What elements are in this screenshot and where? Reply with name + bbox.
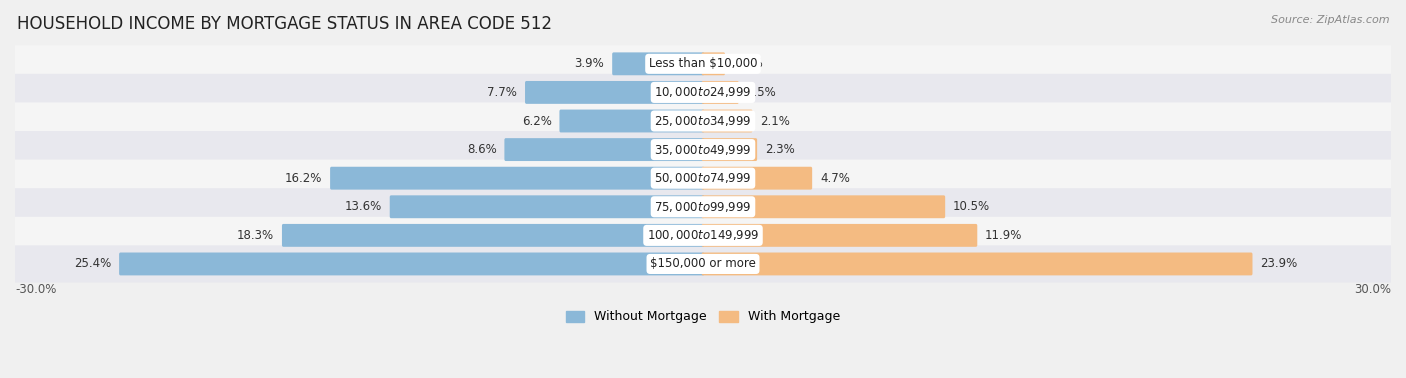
FancyBboxPatch shape	[0, 217, 1406, 254]
FancyBboxPatch shape	[389, 195, 704, 218]
FancyBboxPatch shape	[0, 74, 1406, 111]
Text: 2.1%: 2.1%	[761, 115, 790, 127]
Legend: Without Mortgage, With Mortgage: Without Mortgage, With Mortgage	[561, 305, 845, 328]
Text: $150,000 or more: $150,000 or more	[650, 257, 756, 270]
FancyBboxPatch shape	[0, 131, 1406, 168]
Text: Source: ZipAtlas.com: Source: ZipAtlas.com	[1271, 15, 1389, 25]
Text: 30.0%: 30.0%	[1354, 284, 1391, 296]
Text: $75,000 to $99,999: $75,000 to $99,999	[654, 200, 752, 214]
FancyBboxPatch shape	[0, 160, 1406, 197]
Text: 16.2%: 16.2%	[285, 172, 322, 185]
Text: 2.3%: 2.3%	[765, 143, 794, 156]
FancyBboxPatch shape	[702, 81, 738, 104]
FancyBboxPatch shape	[0, 102, 1406, 139]
Text: 18.3%: 18.3%	[238, 229, 274, 242]
Text: 1.5%: 1.5%	[747, 86, 776, 99]
FancyBboxPatch shape	[702, 53, 725, 75]
FancyBboxPatch shape	[702, 253, 1253, 276]
Text: $100,000 to $149,999: $100,000 to $149,999	[647, 228, 759, 242]
FancyBboxPatch shape	[283, 224, 704, 247]
FancyBboxPatch shape	[0, 245, 1406, 282]
FancyBboxPatch shape	[702, 138, 756, 161]
Text: 8.6%: 8.6%	[467, 143, 496, 156]
FancyBboxPatch shape	[505, 138, 704, 161]
Text: $25,000 to $34,999: $25,000 to $34,999	[654, 114, 752, 128]
FancyBboxPatch shape	[560, 110, 704, 132]
FancyBboxPatch shape	[524, 81, 704, 104]
FancyBboxPatch shape	[702, 224, 977, 247]
FancyBboxPatch shape	[702, 110, 752, 132]
FancyBboxPatch shape	[612, 53, 704, 75]
Text: 6.2%: 6.2%	[522, 115, 551, 127]
FancyBboxPatch shape	[330, 167, 704, 190]
Text: 7.7%: 7.7%	[488, 86, 517, 99]
Text: 13.6%: 13.6%	[344, 200, 382, 213]
Text: 11.9%: 11.9%	[986, 229, 1022, 242]
Text: 0.9%: 0.9%	[733, 57, 762, 70]
Text: 4.7%: 4.7%	[820, 172, 849, 185]
Text: 3.9%: 3.9%	[575, 57, 605, 70]
Text: Less than $10,000: Less than $10,000	[648, 57, 758, 70]
FancyBboxPatch shape	[702, 195, 945, 218]
Text: -30.0%: -30.0%	[15, 284, 56, 296]
Text: $10,000 to $24,999: $10,000 to $24,999	[654, 85, 752, 99]
FancyBboxPatch shape	[702, 167, 813, 190]
Text: $50,000 to $74,999: $50,000 to $74,999	[654, 171, 752, 185]
FancyBboxPatch shape	[0, 45, 1406, 82]
FancyBboxPatch shape	[120, 253, 704, 276]
Text: 25.4%: 25.4%	[75, 257, 111, 270]
Text: $35,000 to $49,999: $35,000 to $49,999	[654, 143, 752, 156]
FancyBboxPatch shape	[0, 188, 1406, 225]
Text: 10.5%: 10.5%	[953, 200, 990, 213]
Text: 23.9%: 23.9%	[1260, 257, 1298, 270]
Text: HOUSEHOLD INCOME BY MORTGAGE STATUS IN AREA CODE 512: HOUSEHOLD INCOME BY MORTGAGE STATUS IN A…	[17, 15, 553, 33]
